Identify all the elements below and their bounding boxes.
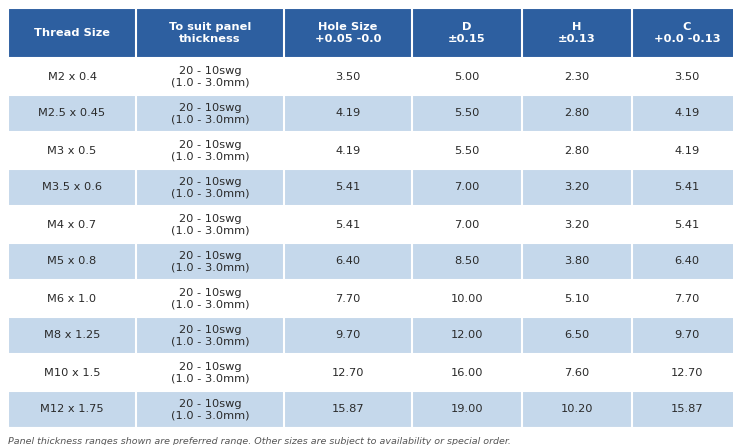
- Text: 12.00: 12.00: [451, 331, 483, 340]
- Text: 10.00: 10.00: [451, 294, 483, 303]
- Text: 3.20: 3.20: [564, 182, 589, 193]
- Text: 5.00: 5.00: [454, 72, 479, 81]
- Text: 5.41: 5.41: [674, 182, 699, 193]
- Text: M3 x 0.5: M3 x 0.5: [48, 146, 97, 155]
- Text: 20 - 10swg
(1.0 - 3.0mm): 20 - 10swg (1.0 - 3.0mm): [171, 399, 249, 420]
- Text: D
±0.15: D ±0.15: [448, 22, 486, 44]
- Bar: [8, 354, 733, 391]
- Text: Panel thickness ranges shown are preferred range. Other sizes are subject to ava: Panel thickness ranges shown are preferr…: [8, 437, 511, 445]
- Text: M10 x 1.5: M10 x 1.5: [44, 368, 100, 377]
- Text: 20 - 10swg
(1.0 - 3.0mm): 20 - 10swg (1.0 - 3.0mm): [171, 362, 249, 383]
- Text: 7.70: 7.70: [674, 294, 700, 303]
- Text: 4.19: 4.19: [674, 146, 699, 155]
- Text: 7.00: 7.00: [454, 219, 479, 230]
- Text: 5.10: 5.10: [564, 294, 589, 303]
- Text: 10.20: 10.20: [561, 405, 593, 414]
- Text: 6.50: 6.50: [564, 331, 589, 340]
- Text: 4.19: 4.19: [336, 146, 361, 155]
- Text: 6.40: 6.40: [674, 256, 699, 267]
- Text: M4 x 0.7: M4 x 0.7: [48, 219, 97, 230]
- Text: M12 x 1.75: M12 x 1.75: [40, 405, 104, 414]
- Text: 3.80: 3.80: [564, 256, 589, 267]
- Text: 6.40: 6.40: [336, 256, 361, 267]
- Text: 7.70: 7.70: [335, 294, 361, 303]
- Bar: [8, 206, 733, 243]
- Text: 12.70: 12.70: [671, 368, 703, 377]
- Text: 20 - 10swg
(1.0 - 3.0mm): 20 - 10swg (1.0 - 3.0mm): [171, 251, 249, 272]
- Text: 3.50: 3.50: [335, 72, 361, 81]
- Text: M2 x 0.4: M2 x 0.4: [48, 72, 97, 81]
- Text: 9.70: 9.70: [674, 331, 700, 340]
- Text: M3.5 x 0.6: M3.5 x 0.6: [42, 182, 102, 193]
- Bar: [8, 8, 733, 58]
- Text: 15.87: 15.87: [332, 405, 364, 414]
- Text: M5 x 0.8: M5 x 0.8: [48, 256, 97, 267]
- Text: 5.50: 5.50: [454, 146, 479, 155]
- Text: 20 - 10swg
(1.0 - 3.0mm): 20 - 10swg (1.0 - 3.0mm): [171, 66, 249, 87]
- Text: C
+0.0 -0.13: C +0.0 -0.13: [654, 22, 721, 44]
- Bar: [8, 132, 733, 169]
- Text: 20 - 10swg
(1.0 - 3.0mm): 20 - 10swg (1.0 - 3.0mm): [171, 214, 249, 235]
- Text: 15.87: 15.87: [671, 405, 703, 414]
- Text: 20 - 10swg
(1.0 - 3.0mm): 20 - 10swg (1.0 - 3.0mm): [171, 325, 249, 346]
- Text: 2.80: 2.80: [564, 109, 589, 118]
- Text: 16.00: 16.00: [451, 368, 483, 377]
- Text: M6 x 1.0: M6 x 1.0: [48, 294, 97, 303]
- Text: H
±0.13: H ±0.13: [558, 22, 596, 44]
- Text: 4.19: 4.19: [336, 109, 361, 118]
- Text: 5.41: 5.41: [336, 182, 361, 193]
- Text: 3.20: 3.20: [564, 219, 589, 230]
- Bar: [8, 169, 733, 206]
- Text: 7.60: 7.60: [564, 368, 589, 377]
- Text: 20 - 10swg
(1.0 - 3.0mm): 20 - 10swg (1.0 - 3.0mm): [171, 103, 249, 124]
- Text: 4.19: 4.19: [674, 109, 699, 118]
- Text: 5.50: 5.50: [454, 109, 479, 118]
- Text: M2.5 x 0.45: M2.5 x 0.45: [38, 109, 106, 118]
- Text: 2.30: 2.30: [564, 72, 589, 81]
- Text: 19.00: 19.00: [451, 405, 483, 414]
- Bar: [8, 95, 733, 132]
- Text: M8 x 1.25: M8 x 1.25: [44, 331, 100, 340]
- Text: 8.50: 8.50: [454, 256, 479, 267]
- Text: 3.50: 3.50: [674, 72, 700, 81]
- Bar: [8, 243, 733, 280]
- Text: Hole Size
+0.05 -0.0: Hole Size +0.05 -0.0: [314, 22, 381, 44]
- Text: To suit panel
thickness: To suit panel thickness: [169, 22, 251, 44]
- Text: 12.70: 12.70: [332, 368, 364, 377]
- Text: 2.80: 2.80: [564, 146, 589, 155]
- Bar: [8, 317, 733, 354]
- Text: 20 - 10swg
(1.0 - 3.0mm): 20 - 10swg (1.0 - 3.0mm): [171, 288, 249, 309]
- Text: Thread Size: Thread Size: [34, 28, 110, 38]
- Text: 5.41: 5.41: [674, 219, 699, 230]
- Bar: [8, 58, 733, 95]
- Text: 20 - 10swg
(1.0 - 3.0mm): 20 - 10swg (1.0 - 3.0mm): [171, 140, 249, 161]
- Text: 7.00: 7.00: [454, 182, 479, 193]
- Bar: [8, 391, 733, 428]
- Bar: [8, 280, 733, 317]
- Text: 9.70: 9.70: [335, 331, 361, 340]
- Text: 5.41: 5.41: [336, 219, 361, 230]
- Text: 20 - 10swg
(1.0 - 3.0mm): 20 - 10swg (1.0 - 3.0mm): [171, 177, 249, 198]
